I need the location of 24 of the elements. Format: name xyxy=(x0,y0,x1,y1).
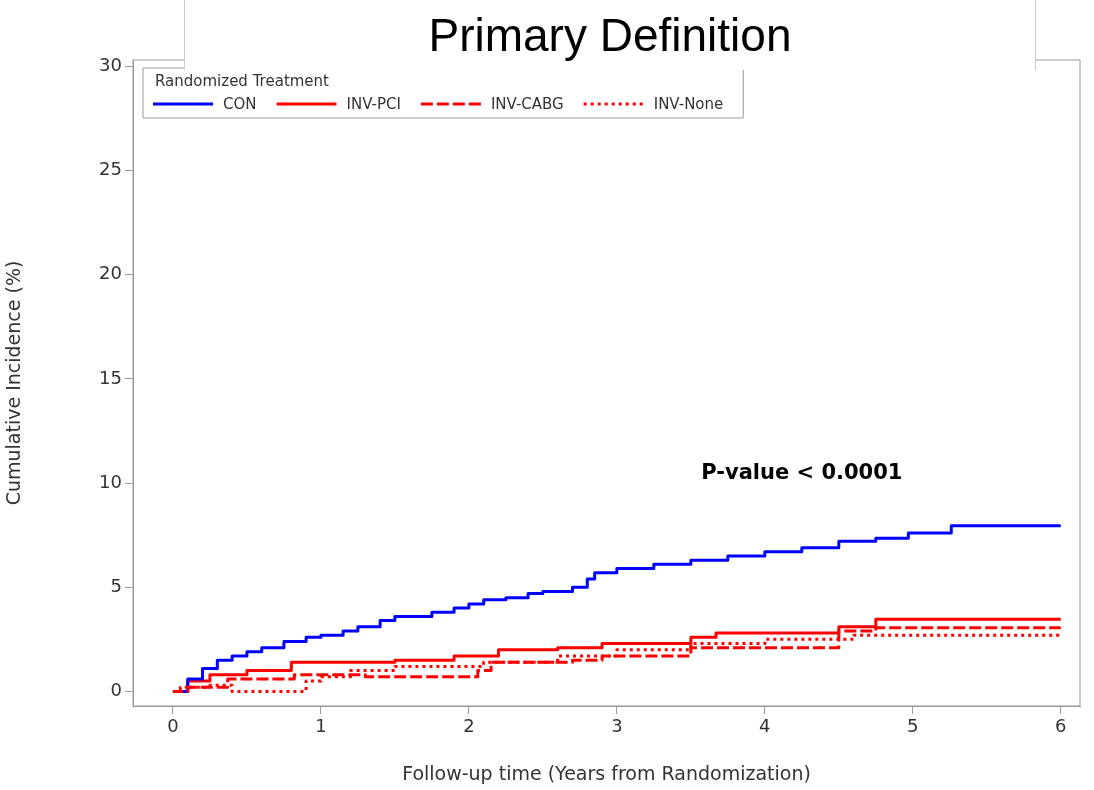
y-tick-label: 0 xyxy=(110,679,122,701)
y-tick-label: 25 xyxy=(99,158,122,180)
legend-label: INV-PCI xyxy=(346,94,401,113)
y-axis-title: Cumulative Incidence (%) xyxy=(2,260,25,506)
y-tick-label: 20 xyxy=(99,262,122,284)
annotation: P-value < 0.0001 xyxy=(701,459,903,484)
x-tick-label: 4 xyxy=(759,715,771,737)
y-tick-label: 15 xyxy=(99,366,122,388)
y-tick-label: 5 xyxy=(110,574,122,596)
chart-title: Primary Definition xyxy=(428,8,792,62)
legend-title: Randomized Treatment xyxy=(155,71,330,90)
x-tick-label: 1 xyxy=(315,715,327,737)
x-tick-label: 3 xyxy=(611,715,623,737)
y-tick-label: 10 xyxy=(99,470,122,492)
x-tick-label: 2 xyxy=(463,715,475,737)
legend-label: INV-None xyxy=(653,94,724,113)
x-tick-label: 6 xyxy=(1055,715,1067,737)
legend-label: CON xyxy=(223,94,257,113)
legend-label: INV-CABG xyxy=(490,94,564,113)
x-tick-label: 5 xyxy=(907,715,919,737)
x-tick-label: 0 xyxy=(167,715,179,737)
title-panel: Primary Definition xyxy=(184,0,1036,70)
x-axis-title: Follow-up time (Years from Randomization) xyxy=(402,761,811,784)
y-tick-label: 30 xyxy=(99,53,122,75)
